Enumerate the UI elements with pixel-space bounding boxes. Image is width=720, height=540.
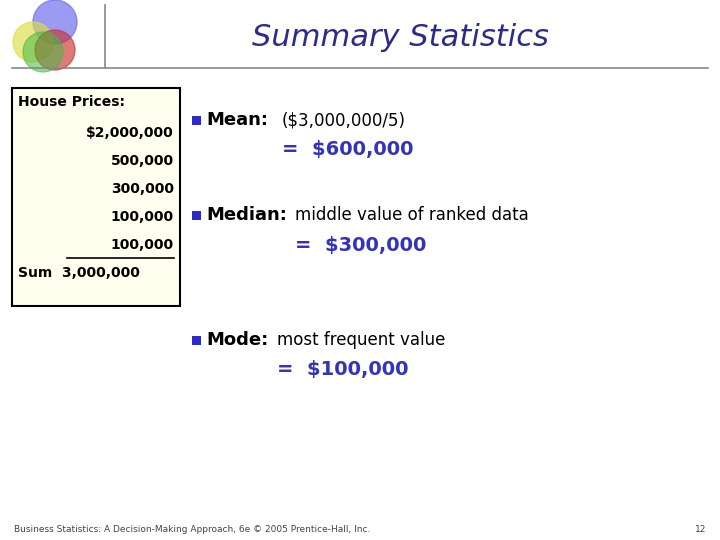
Circle shape xyxy=(13,22,53,62)
Text: 100,000: 100,000 xyxy=(111,210,174,224)
Text: 500,000: 500,000 xyxy=(111,154,174,168)
Circle shape xyxy=(35,30,75,70)
Text: Business Statistics: A Decision-Making Approach, 6e © 2005 Prentice-Hall, Inc.: Business Statistics: A Decision-Making A… xyxy=(14,525,370,535)
Text: Mean:: Mean: xyxy=(206,111,268,129)
Circle shape xyxy=(33,0,77,44)
Text: 300,000: 300,000 xyxy=(111,182,174,196)
Circle shape xyxy=(23,32,63,72)
Text: House Prices:: House Prices: xyxy=(18,95,125,109)
FancyBboxPatch shape xyxy=(12,88,180,306)
FancyBboxPatch shape xyxy=(192,116,201,125)
Text: Mode:: Mode: xyxy=(206,331,269,349)
Text: middle value of ranked data: middle value of ranked data xyxy=(295,206,528,224)
Text: =  $600,000: = $600,000 xyxy=(282,140,413,159)
Text: 100,000: 100,000 xyxy=(111,238,174,252)
Text: =  $100,000: = $100,000 xyxy=(277,361,408,380)
Text: Median:: Median: xyxy=(206,206,287,224)
FancyBboxPatch shape xyxy=(192,211,201,219)
Text: =  $300,000: = $300,000 xyxy=(295,235,426,254)
Text: 12: 12 xyxy=(695,525,706,535)
FancyBboxPatch shape xyxy=(192,335,201,345)
Text: Summary Statistics: Summary Statistics xyxy=(251,24,549,52)
Text: ($3,000,000/5): ($3,000,000/5) xyxy=(282,111,406,129)
Text: Sum  3,000,000: Sum 3,000,000 xyxy=(18,266,140,280)
Text: most frequent value: most frequent value xyxy=(277,331,446,349)
Text: $2,000,000: $2,000,000 xyxy=(86,126,174,140)
